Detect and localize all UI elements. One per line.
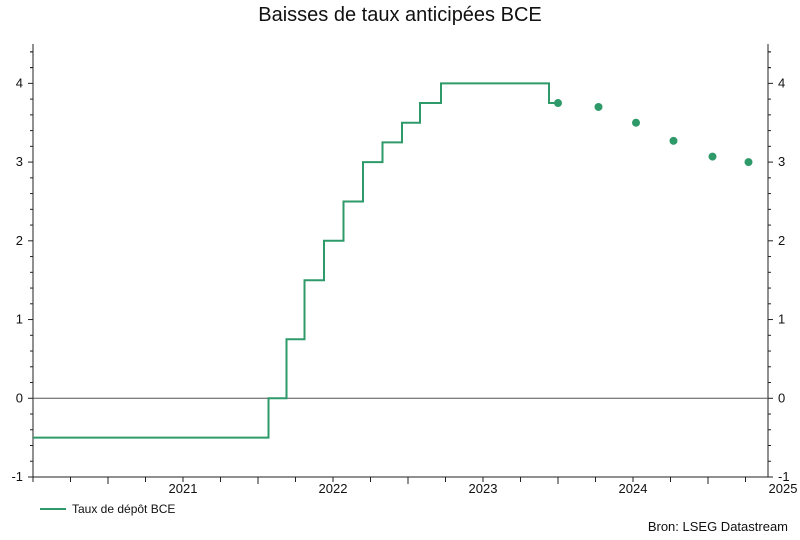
forecast-point — [594, 102, 603, 111]
y-tick-label: 3 — [16, 154, 23, 169]
chart-title: Baisses de taux anticipées BCE — [258, 4, 542, 26]
forecast-point — [708, 152, 717, 161]
y-tick-label: 0 — [16, 390, 23, 405]
y-tick-label: 1 — [778, 312, 785, 327]
x-tick-label: 2023 — [469, 481, 498, 496]
y-tick-label: 0 — [778, 390, 785, 405]
forecast-point — [632, 118, 640, 127]
forecast-point — [554, 99, 562, 108]
legend-swatch — [40, 508, 66, 510]
series-line-deposit-rate — [33, 82, 558, 439]
y-tick-label: 3 — [778, 154, 785, 169]
y-tick-label: 4 — [778, 75, 785, 90]
x-tick-label: 2022 — [319, 481, 348, 496]
y-tick-label: 2 — [778, 233, 785, 248]
y-tick-label: 2 — [16, 233, 23, 248]
chart-plot: -1 -1 0 0 1 1 2 2 3 3 4 4 2021 2022 2023 2024 2025 — [11, 44, 798, 496]
x-tick-label: 2021 — [169, 481, 198, 496]
legend-label: Taux de dépôt BCE — [72, 502, 176, 516]
source-note: Bron: LSEG Datastream — [647, 519, 788, 534]
y-tick-label: 1 — [16, 312, 23, 327]
x-tick-label: 2025 — [769, 481, 798, 496]
x-tick-label: 2024 — [619, 481, 648, 496]
forecast-point — [669, 136, 678, 145]
y-tick-label: -1 — [11, 469, 23, 484]
y-tick-label: -1 — [778, 469, 790, 484]
chart-legend: Taux de dépôt BCE — [40, 502, 175, 516]
forecast-point — [744, 158, 753, 167]
y-tick-label: 4 — [16, 75, 23, 90]
